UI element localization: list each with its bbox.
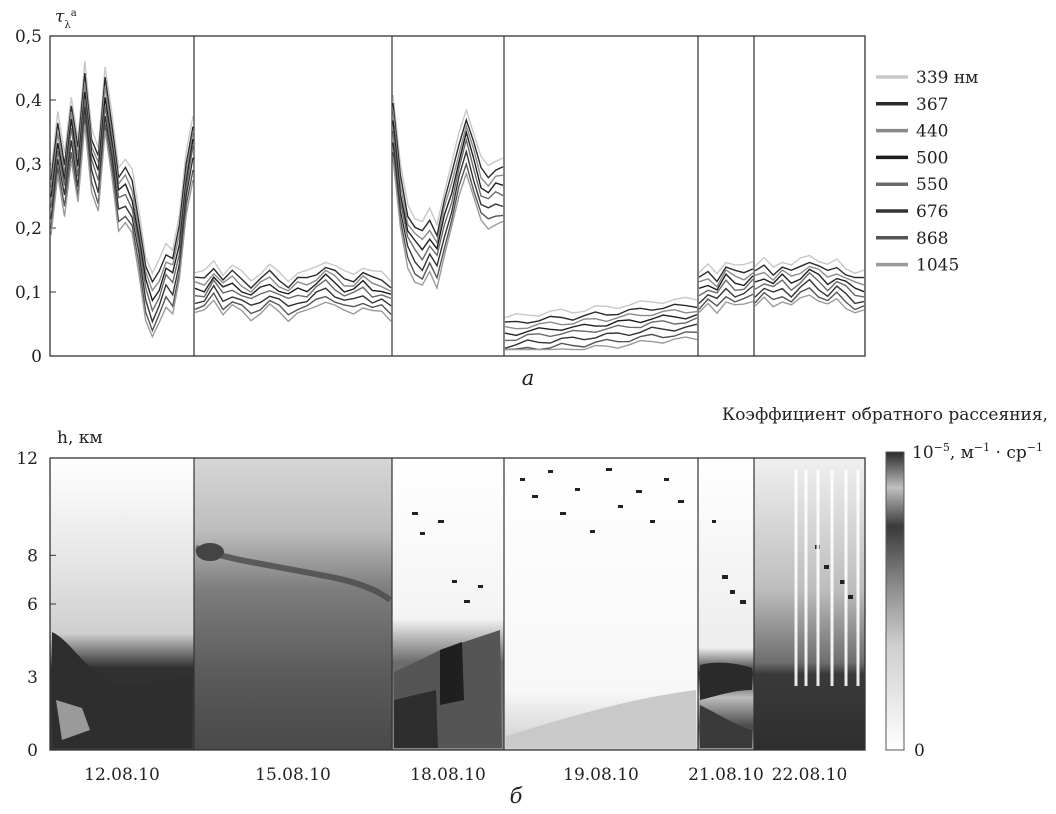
- series-line-339-нм: [194, 259, 392, 283]
- colorbar-title: Коэффициент обратного рассеяния,: [722, 405, 1048, 425]
- series-line-367: [504, 303, 698, 324]
- series-line-339-нм: [504, 296, 698, 319]
- panel-b-x-tick-label: 21.08.10: [688, 765, 764, 785]
- legend-label: 550: [916, 175, 948, 195]
- colorbar-max-label: 10−5, м−1 · ср−1: [912, 441, 1043, 463]
- series-line-550: [392, 130, 504, 262]
- series-line-367: [50, 73, 194, 284]
- series-line-1045: [194, 299, 392, 323]
- series-line-339-нм: [754, 254, 865, 274]
- series-line-868: [50, 115, 194, 333]
- heatmap-segment-22-08: [754, 458, 865, 750]
- panel-a-series: [50, 60, 865, 351]
- panel-b-y-tick-label: 0: [27, 741, 38, 761]
- series-line-1045: [50, 124, 194, 339]
- series-line-868: [392, 152, 504, 281]
- panel-a-caption: а: [522, 366, 535, 390]
- panel-b-x-tick-label: 19.08.10: [563, 765, 639, 785]
- panel-b-x-tick-label: 18.08.10: [410, 765, 486, 785]
- panel-a-y-tick-label: 0,5: [15, 27, 42, 47]
- panel-b-day-dividers: [193, 458, 755, 750]
- panel-b-x-tick-label: 15.08.10: [255, 765, 331, 785]
- series-line-868: [194, 291, 392, 316]
- series-line-550: [504, 317, 698, 342]
- panel-a: 0 0,1 0,2 0,3 0,4 0,5 τλa 339 нм 367 440 500 550 6…: [15, 7, 978, 390]
- series-line-500: [194, 273, 392, 296]
- series-line-440: [392, 110, 504, 245]
- series-line-676: [50, 106, 194, 324]
- series-line-676: [754, 278, 865, 305]
- series-line-500: [504, 313, 698, 337]
- series-line-550: [194, 278, 392, 300]
- panel-b-frame: [49, 457, 866, 751]
- legend-label: 339 нм: [916, 68, 978, 88]
- series-line-440: [50, 83, 194, 292]
- legend-label: 676: [916, 202, 948, 222]
- panel-a-y-tick-label: 0: [31, 347, 42, 367]
- series-line-440: [698, 268, 754, 288]
- series-line-1045: [754, 294, 865, 314]
- colorbar-min-label: 0: [914, 741, 925, 761]
- series-line-550: [754, 271, 865, 298]
- series-line-500: [754, 268, 865, 293]
- panel-b-caption: б: [510, 784, 523, 808]
- series-line-367: [698, 266, 754, 283]
- legend-label: 1045: [916, 256, 959, 276]
- legend-label: 367: [916, 95, 948, 115]
- heatmap-texture: [52, 468, 860, 748]
- legend-label: 440: [916, 122, 948, 142]
- series-line-676: [698, 285, 754, 305]
- series-line-868: [698, 293, 754, 310]
- panel-b-x-tick-label: 22.08.10: [772, 765, 848, 785]
- legend: 339 нм 367 440 500 550 676 868 1045: [876, 68, 978, 276]
- panel-a-y-tick-label: 0,1: [15, 283, 42, 303]
- series-line-1045: [505, 336, 698, 351]
- panel-a-day-dividers: [193, 36, 755, 356]
- series-line-339-нм: [50, 60, 194, 275]
- panel-b-y-axis: 0 3 6 8 12: [16, 449, 56, 761]
- panel-b-x-tick-label: 12.08.10: [84, 765, 160, 785]
- series-line-367: [392, 103, 504, 238]
- panel-b-y-tick-label: 12: [16, 449, 38, 469]
- panel-a-y-tick-label: 0,2: [15, 219, 42, 239]
- series-line-868: [754, 287, 865, 311]
- heatmap-segment-15-08: [194, 458, 392, 750]
- series-line-1045: [698, 300, 754, 315]
- series-line-676: [194, 284, 392, 307]
- series-line-339-нм: [698, 261, 754, 275]
- panel-a-y-axis-label: τλa: [55, 7, 77, 31]
- panel-b-y-tick-label: 6: [27, 595, 38, 615]
- series-line-440: [754, 265, 865, 286]
- panel-b-y-axis-label: h, км: [57, 428, 103, 448]
- colorbar: [885, 451, 905, 751]
- legend-label: 500: [916, 148, 948, 168]
- series-line-440: [504, 308, 698, 330]
- series-line-1045: [392, 158, 504, 291]
- panel-a-y-tick-label: 0,3: [15, 155, 42, 175]
- series-line-550: [698, 278, 754, 297]
- series-line-367: [194, 266, 392, 290]
- panel-b-x-axis: 12.08.10 15.08.10 18.08.10 19.08.10 21.08.10…: [84, 765, 847, 785]
- panel-a-frame: [49, 35, 866, 357]
- series-line-440: [194, 269, 392, 294]
- legend-label: 868: [916, 229, 948, 249]
- series-line-500: [50, 91, 194, 303]
- panel-b: Коэффициент обратного рассеяния, h, км: [16, 405, 1048, 808]
- panel-b-y-tick-label: 8: [27, 546, 38, 566]
- series-line-550: [50, 98, 194, 313]
- series-line-676: [392, 142, 504, 272]
- series-line-676: [504, 323, 698, 349]
- panel-a-y-tick-label: 0,4: [15, 91, 42, 111]
- series-line-367: [754, 261, 865, 279]
- series-line-339-нм: [392, 94, 504, 227]
- panel-b-y-tick-label: 3: [27, 668, 38, 688]
- series-line-500: [698, 272, 754, 291]
- series-line-500: [392, 120, 504, 251]
